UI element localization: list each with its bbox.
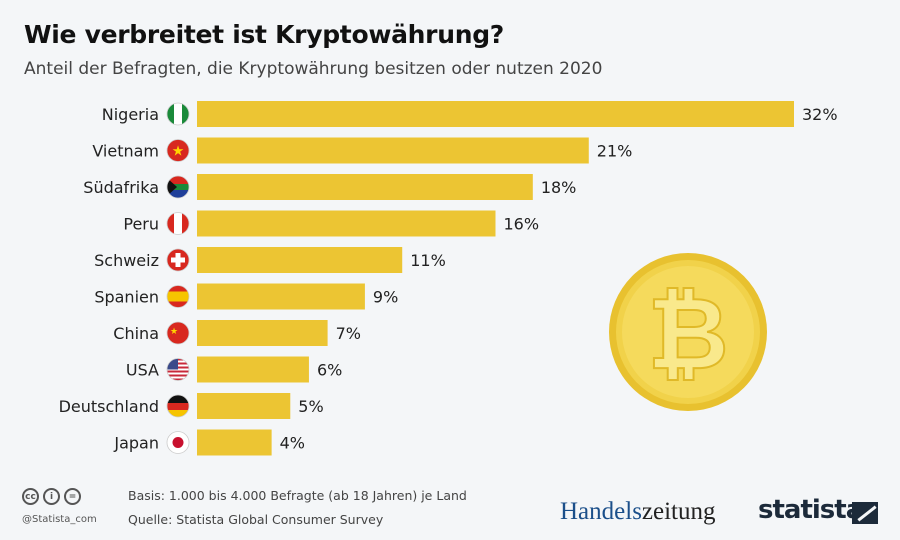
- category-label: Nigeria: [102, 105, 159, 124]
- attribution-icon: i: [43, 488, 60, 505]
- bar-chart: Nigeria 32% Vietnam ★ 21% Südafrika 18% Peru 16%…: [59, 101, 838, 456]
- svg-text:₿: ₿: [647, 275, 729, 392]
- category-label: Vietnam: [92, 142, 159, 161]
- bar: [197, 283, 365, 310]
- bitcoin-coin-icon: ₿: [609, 253, 767, 411]
- svg-text:★: ★: [170, 327, 178, 337]
- bar: [197, 429, 272, 456]
- statista-logo-mark: [852, 502, 878, 524]
- value-label: 7%: [336, 324, 361, 343]
- value-label: 18%: [541, 178, 577, 197]
- value-label: 16%: [504, 215, 540, 234]
- bar: [197, 356, 309, 383]
- bar: [197, 101, 794, 127]
- creative-commons-icons: cc i =: [22, 488, 81, 505]
- usa-flag-icon: [167, 358, 189, 381]
- value-label: 11%: [410, 251, 446, 270]
- bar: [197, 210, 496, 237]
- statista-handle: @Statista_com: [22, 514, 97, 525]
- chart-title: Wie verbreitet ist Kryptowährung?: [24, 20, 505, 49]
- south-africa-flag-icon: [167, 176, 189, 198]
- basis-note: Basis: 1.000 bis 4.000 Befragte (ab 18 J…: [128, 488, 467, 503]
- category-label: Südafrika: [83, 178, 159, 197]
- bar: [197, 137, 589, 164]
- chart-subtitle: Anteil der Befragten, die Kryptowährung …: [24, 59, 603, 79]
- category-label: USA: [126, 361, 159, 380]
- handelszeitung-logo: Handelszeitung: [560, 498, 716, 525]
- category-label: Deutschland: [59, 397, 159, 416]
- cc-icon: cc: [22, 488, 39, 505]
- nigeria-flag-icon: [167, 103, 189, 125]
- category-label: Japan: [113, 434, 159, 453]
- no-derivatives-icon: =: [64, 488, 81, 505]
- bar: [197, 393, 291, 419]
- source-note: Quelle: Statista Global Consumer Survey: [128, 512, 384, 527]
- category-label: Peru: [123, 215, 159, 234]
- bar: [197, 174, 533, 200]
- svg-text:★: ★: [172, 144, 185, 160]
- value-label: 21%: [597, 142, 633, 161]
- spain-flag-icon: [167, 285, 189, 308]
- value-label: 9%: [373, 288, 398, 307]
- category-label: Spanien: [94, 288, 159, 307]
- value-label: 6%: [317, 361, 342, 380]
- bar: [197, 247, 403, 273]
- value-label: 4%: [280, 434, 305, 453]
- switzerland-flag-icon: [167, 249, 189, 271]
- germany-flag-icon: [167, 395, 189, 417]
- value-label: 5%: [298, 397, 323, 416]
- category-label: China: [113, 324, 159, 343]
- china-flag-icon: ★: [167, 322, 189, 344]
- peru-flag-icon: [167, 212, 189, 235]
- bar: [197, 320, 328, 346]
- japan-flag-icon: [167, 431, 189, 454]
- vietnam-flag-icon: ★: [167, 139, 189, 162]
- value-label: 32%: [802, 105, 838, 124]
- statista-logo: statista: [758, 495, 863, 525]
- category-label: Schweiz: [94, 251, 159, 270]
